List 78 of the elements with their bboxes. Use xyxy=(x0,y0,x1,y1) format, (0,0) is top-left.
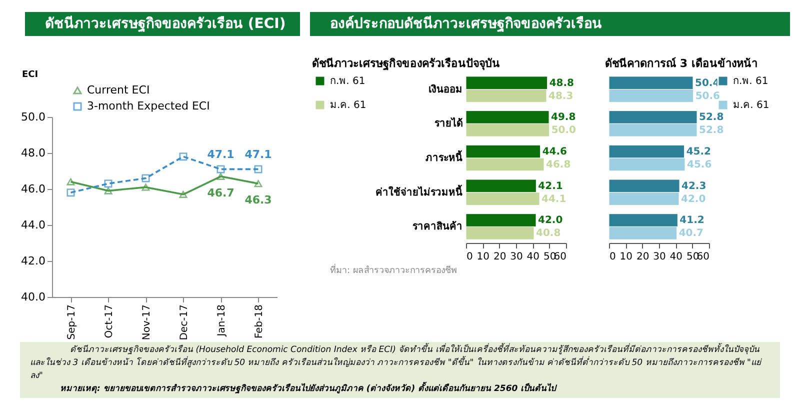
y-tick-label: 46.0 xyxy=(21,182,46,196)
point xyxy=(104,180,112,188)
x-tick-label: 0 xyxy=(466,252,473,262)
x-tick-label: 10 xyxy=(476,252,490,262)
x-tick-label: 30 xyxy=(653,252,666,262)
data-label: 42.1 xyxy=(538,180,563,192)
legend-label: 3-month Expected ECI xyxy=(87,100,210,112)
data-label: 48.3 xyxy=(548,90,574,102)
data-label: 40.7 xyxy=(678,228,704,240)
data-label: 42.0 xyxy=(681,194,706,205)
text: ที่มา: ผลสำรวจภาวะการครองชีพ xyxy=(329,263,458,277)
data-label: 44.6 xyxy=(542,146,568,158)
legend-label: ก.พ. 61 xyxy=(733,76,768,87)
data-label: 40.8 xyxy=(536,228,561,240)
x-tick-label: 20 xyxy=(493,252,506,262)
y-tick-label: รายได้ xyxy=(434,116,462,130)
data-label: 46.7 xyxy=(207,186,234,200)
data-label: 47.1 xyxy=(207,148,234,162)
data-label: 50.0 xyxy=(551,125,576,136)
x-tick-label: Sep-17 xyxy=(66,304,78,340)
point xyxy=(216,172,225,180)
data-label: 49.8 xyxy=(551,112,576,124)
data-label: 52.8 xyxy=(699,125,724,136)
data-label: 48.8 xyxy=(549,78,574,89)
y-tick-label: 48.0 xyxy=(21,146,46,160)
point xyxy=(104,187,112,194)
y-tick-label: 42.0 xyxy=(21,254,46,268)
point xyxy=(254,180,262,188)
x-tick-label: 60 xyxy=(696,252,710,262)
data-label: 47.1 xyxy=(244,148,272,162)
y-tick-label: ค่าใช้จ่ายไม่รวมหนี้ xyxy=(376,184,462,198)
x-tick-label: 20 xyxy=(636,252,650,262)
x-tick-label: 40 xyxy=(670,252,683,262)
data-label: 46.3 xyxy=(244,194,272,207)
legend-label: Current ECI xyxy=(87,84,150,96)
text: ดัชนีภาวะเศรษฐกิจของครัวเรือน (Household Economic Condition Index หรือ ECI) จัดทำขึ้น เพื่อให้เป็นเครื่องชี้ที่สะท้อนความรู้สึกของครัวเรือนที่มีต่อภาวะการครองชีพทั้งในปัจจุบัน และในช่วง 3 เดือนข้างหน้า โดยค่าดัชนีที่สูงกว่าระดับ 50 หมายถึง ครัวเรือนส่วนใหญ่มองว่า ภาวะการครองชีพ "ดีขึ้น" ในทางตรงกันข้าม ค่าดัชนีที่ต่ำกว่าระดับ 50 หมายถึงภาวะการครองชีพ "แย่ลง" xyxy=(30,344,763,382)
data-label: 42.0 xyxy=(538,215,563,226)
legend-label: ม.ค. 61 xyxy=(330,100,366,111)
y-tick-label: 44.0 xyxy=(21,218,46,232)
y-tick-label: 40.0 xyxy=(21,290,46,304)
data-label: 41.2 xyxy=(680,215,704,226)
x-tick-label: 0 xyxy=(610,252,616,262)
data-label: 44.1 xyxy=(542,194,566,205)
chart-subtitle: องค์ประกอบดัชนีภาวะเศรษฐกิจของครัวเรือน xyxy=(310,12,790,36)
x-tick-label: 40 xyxy=(526,252,540,262)
x-tick-label: 30 xyxy=(510,252,523,262)
data-label: 45.6 xyxy=(687,159,712,170)
point xyxy=(142,174,150,182)
y-tick-label: ภาระหนี้ xyxy=(426,150,462,164)
y-axis-title: ECI xyxy=(22,70,38,80)
point xyxy=(66,178,75,186)
point xyxy=(254,165,262,174)
data-label: 52.8 xyxy=(699,112,724,124)
x-tick-label: 60 xyxy=(554,252,566,262)
chart-title: ดัชนีภาวะเศรษฐกิจของครัวเรือน (ECI) xyxy=(25,12,300,36)
y-tick-label: ราคาสินค้า xyxy=(412,220,462,233)
chart-title: ดัชนีภาวะเศรษฐกิจของครัวเรือนปัจจุบัน xyxy=(312,57,500,71)
chart-title: ดัชนีคาดการณ์ 3 เดือนข้างหน้า xyxy=(605,57,758,70)
point xyxy=(216,165,225,174)
point xyxy=(179,152,188,161)
data-label: 45.2 xyxy=(686,146,712,158)
point xyxy=(179,190,188,198)
point xyxy=(142,184,150,191)
legend-label: ม.ค. 61 xyxy=(733,100,770,111)
legend-label: ก.พ. 61 xyxy=(330,76,366,87)
x-tick-label: Dec-17 xyxy=(178,304,190,340)
data-label: 50.6 xyxy=(695,90,720,102)
text: หมายเหตุ: ขยายขอบเขตการสำรวจภาวะเศรษฐกิจของครัวเรือนไปยังส่วนภูมิภาค (ต่างจังหวัด) ตั้งแต่เดือนกันยายน 2560 เป็นต้นไป xyxy=(59,383,558,396)
x-tick-label: Jan-18 xyxy=(216,304,228,338)
x-tick-label: Oct-17 xyxy=(104,304,115,338)
y-tick-label: 50.0 xyxy=(21,110,46,124)
data-label: 42.3 xyxy=(682,180,706,192)
point xyxy=(66,188,75,197)
x-tick-label: 10 xyxy=(620,252,633,262)
data-label: 46.8 xyxy=(546,159,571,170)
x-tick-label: Feb-18 xyxy=(254,304,265,339)
y-tick-label: เงินออม xyxy=(428,83,462,96)
x-tick-label: Nov-17 xyxy=(141,304,152,340)
